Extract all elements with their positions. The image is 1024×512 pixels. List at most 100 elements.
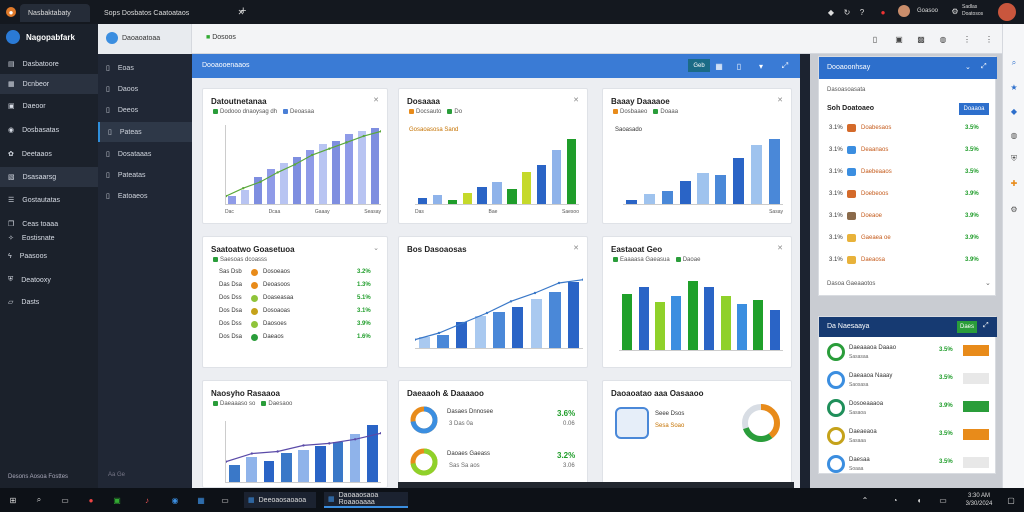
page-icon[interactable]: ▯ bbox=[872, 34, 878, 44]
subnav-item-1[interactable]: ▯ Eoas bbox=[98, 58, 192, 78]
card-c2: Dosaaaa ✕ Docsauto Do Gosaoasosa Sand Da… bbox=[398, 88, 588, 224]
user-avatar[interactable] bbox=[898, 5, 910, 17]
battery-icon[interactable]: ▭ bbox=[939, 495, 947, 505]
taskbar-item-2[interactable]: ▦ Daoaaosaoa Roaaoaaaa bbox=[324, 492, 408, 508]
nav-item-8[interactable]: ❐ Ceas toaaa bbox=[0, 214, 98, 234]
row-tag: 3.1% bbox=[829, 147, 843, 153]
legend-item: Doaaa bbox=[653, 109, 678, 115]
settings-icon[interactable]: ⚙ bbox=[1010, 204, 1018, 214]
close-icon[interactable]: ✕ bbox=[373, 97, 379, 104]
nav-item-11[interactable]: ⛨ Deatooxy bbox=[0, 270, 98, 290]
screen-icon[interactable]: ▣ bbox=[895, 34, 903, 44]
nav-item-7[interactable]: ☰ Gostautatas bbox=[0, 190, 98, 210]
more-icon[interactable]: ⋮ bbox=[985, 34, 993, 44]
new-tab-button[interactable]: + bbox=[240, 5, 247, 17]
close-icon[interactable]: ✕ bbox=[777, 245, 783, 252]
help-icon[interactable]: ? bbox=[859, 7, 865, 17]
close-tab-icon[interactable]: ✕ bbox=[237, 7, 245, 17]
edge-app-icon[interactable]: ◉ bbox=[171, 495, 179, 505]
subnav-item-6[interactable]: ▯ Pateatas bbox=[98, 165, 192, 185]
chart-bar bbox=[246, 457, 258, 482]
subnav-item-4[interactable]: ▯ Pateas bbox=[98, 122, 192, 142]
browser-tab-1[interactable]: Nasbaktabaty bbox=[20, 4, 90, 22]
rp2-button[interactable]: Daes bbox=[957, 321, 977, 333]
nav-item-6[interactable]: ▧ Dsasaarsg bbox=[0, 167, 98, 187]
expand-icon[interactable]: ⤢ bbox=[981, 63, 987, 70]
subnav-item-7[interactable]: ▯ Eatoaeos bbox=[98, 186, 192, 206]
thumbnail-icon bbox=[847, 168, 856, 176]
bell-icon[interactable]: ◆ bbox=[1010, 106, 1018, 116]
close-icon[interactable]: ✕ bbox=[573, 245, 579, 252]
extension-icon[interactable]: ◆ bbox=[827, 7, 835, 17]
subnav-item-5[interactable]: ▯ Dosataaas bbox=[98, 144, 192, 164]
status-dot-icon bbox=[251, 308, 258, 315]
card-c8: Daeaaoh & Daaaaoo Dasaes Dnnosee 3 Das 0a… bbox=[398, 380, 588, 488]
taskbar-item-1[interactable]: ▦ Deeoaosaoaoa bbox=[244, 492, 316, 508]
nav-item-4[interactable]: ◉ Dosbasatas bbox=[0, 120, 98, 140]
search-icon[interactable]: ⌕ bbox=[1011, 58, 1017, 67]
network-icon[interactable]: ◔ bbox=[892, 495, 898, 505]
expand-icon[interactable]: ⤢ bbox=[983, 322, 989, 329]
terminal-app-icon[interactable]: ▭ bbox=[221, 495, 229, 505]
rp-button[interactable]: Doaaoa bbox=[959, 103, 989, 115]
apps-icon[interactable]: ⋮ bbox=[963, 34, 971, 44]
status-dot-icon bbox=[251, 334, 258, 341]
nav-item-10[interactable]: ϟ Paasoos bbox=[0, 246, 98, 266]
nav-item-5[interactable]: ✿ Deetaaos bbox=[0, 144, 98, 164]
store-app-icon[interactable]: ▦ bbox=[197, 495, 205, 505]
donut-chart bbox=[410, 448, 438, 476]
clock[interactable]: 3:30 AM 3/30/2024 bbox=[962, 492, 996, 508]
subnav-item-2[interactable]: ▯ Daoos bbox=[98, 79, 192, 99]
browser-tab-2[interactable]: Sops Dosbatos Caatoataos bbox=[96, 4, 226, 22]
notification-icon[interactable]: ● bbox=[880, 7, 886, 17]
close-icon[interactable]: ✕ bbox=[777, 97, 783, 104]
nav-item-1[interactable]: ▤ Dasbatoore bbox=[0, 54, 98, 74]
close-icon[interactable]: ✕ bbox=[573, 97, 579, 104]
globe-icon[interactable]: ◍ bbox=[939, 34, 947, 44]
shield-icon[interactable]: ⛨ bbox=[1011, 154, 1017, 163]
status-ring-icon bbox=[827, 427, 845, 445]
clock-time: 3:30 AM bbox=[967, 493, 990, 499]
brand[interactable]: Nagopabfark bbox=[6, 30, 75, 44]
page-icon: ▯ bbox=[106, 65, 110, 72]
browser-app-icon[interactable]: ● bbox=[88, 495, 94, 505]
globe-icon[interactable]: ◍ bbox=[1010, 130, 1018, 140]
volume-icon[interactable]: ◖ bbox=[916, 495, 922, 505]
sync-icon[interactable]: ↻ bbox=[843, 7, 851, 17]
settings-icon[interactable]: ⚙ bbox=[951, 6, 959, 16]
chart-bar bbox=[241, 189, 250, 204]
task-view-icon[interactable]: ▭ bbox=[61, 495, 69, 505]
action-chip bbox=[963, 401, 989, 412]
grid-icon[interactable]: ▦ bbox=[715, 61, 723, 71]
nav-item-2[interactable]: ▦ Dcnbeor bbox=[0, 74, 98, 94]
chevron-down-icon[interactable]: ⌄ bbox=[985, 280, 991, 287]
puzzle-icon[interactable]: ✚ bbox=[1010, 178, 1018, 188]
rp-section: Dasoasoasata bbox=[827, 87, 866, 93]
status-ring-icon bbox=[827, 455, 845, 473]
legend-label: Doaaa bbox=[660, 109, 679, 116]
ribbon-button[interactable]: Geb bbox=[688, 59, 710, 72]
chevron-down-icon[interactable]: ⌄ bbox=[373, 245, 379, 252]
nav-item-9[interactable]: ✧ Eostisnate bbox=[0, 228, 98, 248]
chart-bar bbox=[522, 171, 532, 204]
profile-avatar[interactable] bbox=[998, 3, 1016, 21]
browser-logo-icon[interactable]: ● bbox=[6, 7, 16, 17]
files-app-icon[interactable]: ▣ bbox=[113, 495, 121, 505]
expand-icon[interactable]: ⤢ bbox=[781, 61, 789, 70]
chevron-up-icon[interactable]: ⌃ bbox=[861, 495, 869, 505]
star-icon[interactable]: ★ bbox=[1010, 82, 1018, 92]
nav-label: Deetaaos bbox=[21, 150, 52, 158]
chevron-down-icon[interactable]: ⌄ bbox=[965, 64, 971, 71]
filter-icon[interactable]: ▾ bbox=[758, 61, 763, 71]
nav-item-3[interactable]: ▣ Daeoor bbox=[0, 96, 98, 116]
doc-icon[interactable]: ▯ bbox=[736, 61, 742, 71]
search-icon[interactable]: ⌕ bbox=[36, 495, 42, 504]
card-subtitle: Saoasado bbox=[615, 127, 643, 133]
nav-item-12[interactable]: ▱ Dasts bbox=[0, 292, 98, 312]
row-id: Das Dsa bbox=[219, 282, 243, 288]
subnav-item-3[interactable]: ▯ Deeos bbox=[98, 100, 192, 120]
image-icon[interactable]: ▩ bbox=[917, 34, 925, 44]
notification-center-icon[interactable]: ▢ bbox=[1007, 495, 1015, 505]
music-app-icon[interactable]: ♪ bbox=[145, 495, 149, 505]
windows-start-icon[interactable]: ⊞ bbox=[9, 495, 17, 505]
